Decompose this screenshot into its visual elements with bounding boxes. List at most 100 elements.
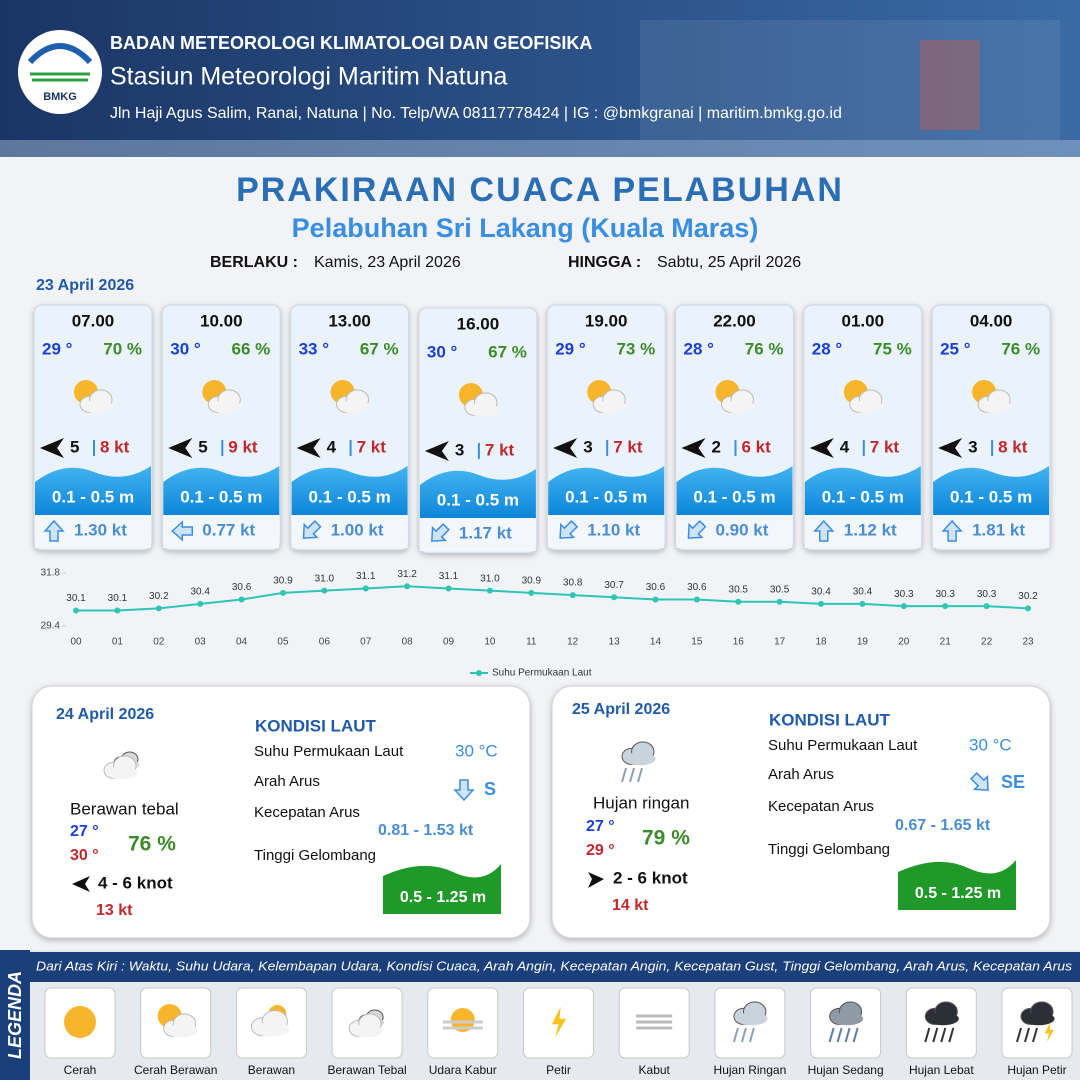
- wind-speed: 3: [968, 437, 977, 456]
- wave-area: [676, 466, 793, 515]
- wave-height: 0.1 - 0.5 m: [437, 490, 519, 509]
- x-tick-label: 23: [1022, 637, 1034, 648]
- current-arrow: [453, 779, 475, 802]
- wave-area: [419, 469, 536, 518]
- wave-area: [548, 466, 665, 515]
- data-label: 30.9: [273, 576, 293, 587]
- air-temp: 30 °: [427, 342, 458, 361]
- gust: 14 kt: [612, 897, 649, 914]
- data-label: 31.0: [480, 573, 500, 584]
- data-point: [983, 603, 990, 610]
- temp-max: 29 °: [586, 842, 615, 859]
- current-speed: 1.30 kt: [74, 520, 127, 539]
- sea-title: KONDISI LAUT: [769, 710, 891, 729]
- data-label: 30.2: [1018, 591, 1038, 602]
- legend-marker: [476, 670, 482, 676]
- data-point: [321, 587, 328, 594]
- station: Stasiun Meteorologi Maritim Natuna: [110, 63, 507, 91]
- day2-content: 24 April 2026 Berawan tebal 27 ° 30 ° 76 % 4 …: [56, 706, 501, 919]
- humidity: 70 %: [103, 339, 142, 358]
- gust: 8 kt: [998, 437, 1028, 456]
- x-tick-label: 19: [857, 637, 869, 648]
- data-label: 30.3: [977, 589, 997, 600]
- forecast-card: 10.00 30 ° 66 % 5 9 kt 0.1 - 0.5 m 0.77 kt: [161, 304, 281, 551]
- data-point: [114, 607, 121, 614]
- current-speed: 1.00 kt: [331, 520, 384, 539]
- data-label: 31.2: [397, 569, 417, 580]
- wind-arrow: [72, 876, 90, 892]
- wave-height: 0.5 - 1.25 m: [400, 889, 486, 906]
- legend-item-label: Kabut: [639, 1063, 671, 1077]
- x-tick-label: 14: [650, 637, 662, 648]
- x-tick-label: 05: [277, 637, 289, 648]
- gust: 7 kt: [485, 440, 515, 459]
- data-point: [362, 585, 369, 592]
- title: PRAKIRAAN CUACA PELABUHAN: [236, 171, 844, 209]
- wave-height: 0.1 - 0.5 m: [950, 487, 1032, 506]
- wave-height: 0.1 - 0.5 m: [180, 487, 262, 506]
- forecast-card: 04.00 25 ° 76 % 3 8 kt 0.1 - 0.5 m 1.81 kt: [931, 304, 1051, 551]
- legend-description: Dari Atas Kiri : Waktu, Suhu Udara, Kele…: [36, 959, 1072, 973]
- wind: 4 - 6 knot: [98, 873, 173, 892]
- current-arrow: [941, 519, 963, 542]
- icon-rain: [924, 1027, 931, 1043]
- data-point: [900, 603, 907, 610]
- humidity: 67 %: [488, 342, 527, 361]
- forecast-card: 19.00 29 ° 73 % 3 7 kt 0.1 - 0.5 m 1.10 kt: [546, 304, 666, 551]
- air-temp: 28 °: [812, 339, 843, 358]
- air-temp: 30 °: [170, 339, 201, 358]
- address: Jln Haji Agus Salim, Ranai, Natuna | No.…: [110, 105, 842, 122]
- temp-min: 27 °: [70, 823, 99, 840]
- current-arrow: [559, 520, 579, 539]
- logo-lines: [30, 72, 90, 82]
- icon-rain: [844, 1027, 851, 1043]
- data-point: [735, 598, 742, 605]
- current-speed: 0.77 kt: [202, 520, 255, 539]
- data-label: 30.4: [811, 587, 831, 598]
- data-point: [942, 603, 949, 610]
- data-label: 30.4: [190, 587, 210, 598]
- forecast-cards: 07.00 29 ° 70 % 5 8 kt 0.1 - 0.5 m 1.30 kt 10.0…: [33, 304, 1051, 554]
- x-tick-label: 15: [691, 637, 703, 648]
- data-point: [818, 600, 825, 607]
- x-tick-label: 18: [815, 637, 827, 648]
- series-line: [76, 585, 1029, 612]
- data-point: [859, 600, 866, 607]
- wind-arrow: [553, 438, 578, 458]
- valid-from-label: BERLAKU :: [210, 254, 298, 271]
- data-point: [73, 607, 79, 614]
- data-label: 30.8: [563, 578, 583, 589]
- x-tick-label: 22: [981, 637, 993, 648]
- wave-box: [898, 860, 1016, 910]
- time: 16.00: [457, 314, 500, 333]
- air-temp: 25 °: [940, 339, 971, 358]
- icon-cloud: [735, 1012, 768, 1026]
- x-tick-label: 07: [360, 637, 372, 648]
- icon-cloud: [851, 400, 884, 414]
- condition: Hujan ringan: [593, 793, 689, 812]
- legend-item-label: Berawan Tebal: [328, 1063, 407, 1077]
- header-bg: [0, 0, 1080, 157]
- agency: BADAN METEOROLOGI KLIMATOLOGI DAN GEOFIS…: [110, 33, 592, 53]
- icon-cloud: [466, 403, 499, 417]
- current-arrow: [171, 520, 194, 542]
- panels: 24 April 2026 Berawan tebal 27 ° 30 ° 76 % 4 …: [56, 701, 1025, 919]
- forecast-card: 16.00 30 ° 67 % 3 7 kt 0.1 - 0.5 m 1.17 kt: [418, 307, 538, 554]
- icon-rain: [1032, 1027, 1038, 1043]
- current-direction: S: [484, 779, 496, 799]
- wind-arrow: [40, 438, 64, 458]
- gust: 7 kt: [357, 437, 387, 456]
- data-point: [611, 594, 618, 601]
- time: 22.00: [713, 311, 756, 330]
- wave-height: 0.1 - 0.5 m: [52, 487, 134, 506]
- wave-height: 0.1 - 0.5 m: [565, 487, 647, 506]
- x-tick-label: 06: [319, 637, 331, 648]
- logo-text: BMKG: [43, 91, 77, 103]
- time: 04.00: [970, 311, 1013, 330]
- icon-rain: [836, 1027, 843, 1043]
- icon-sun: [64, 1006, 96, 1038]
- icon-cloud: [165, 1024, 198, 1038]
- icon-rain: [621, 767, 627, 783]
